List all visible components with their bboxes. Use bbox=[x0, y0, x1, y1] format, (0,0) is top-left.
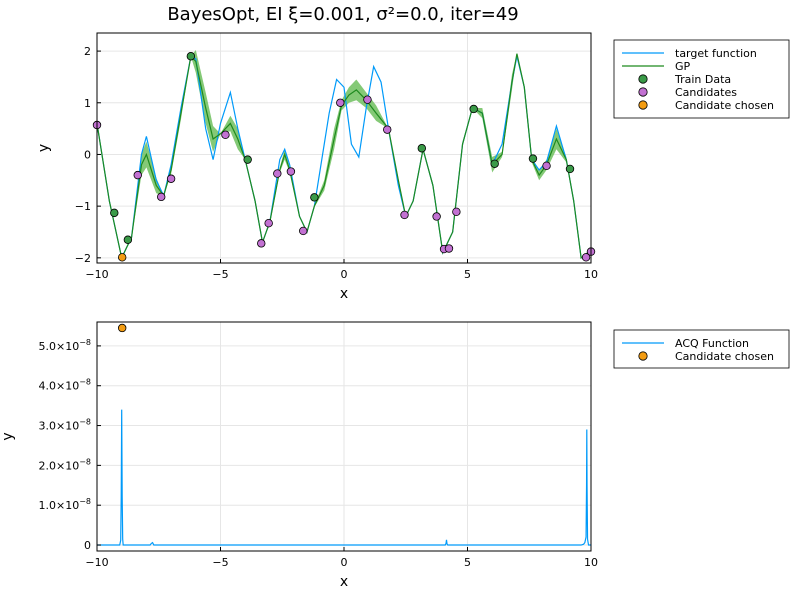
x-tick-label: −5 bbox=[212, 268, 228, 281]
legend-box bbox=[613, 329, 790, 369]
x-tick-label: 10 bbox=[584, 268, 598, 281]
train-data-point bbox=[565, 164, 575, 174]
y-tick-label: 5.0×10−8 bbox=[38, 338, 91, 353]
figure-title: BayesOpt, EI ξ=0.001, σ²=0.0, iter=49 bbox=[167, 4, 518, 25]
bottom-plot-series bbox=[97, 409, 591, 546]
candidate-point bbox=[432, 212, 441, 221]
candidate-point bbox=[383, 125, 392, 134]
x-tick-label: −5 bbox=[212, 556, 228, 569]
train-data-point bbox=[417, 144, 427, 153]
legend-candidate-chosen: Candidate chosen bbox=[675, 99, 774, 112]
candidate-point bbox=[444, 244, 454, 253]
candidate-point bbox=[264, 219, 273, 228]
y-axis-label: y bbox=[0, 432, 16, 440]
y-tick-label: 0 bbox=[84, 539, 91, 552]
candidate-point bbox=[221, 130, 230, 140]
legend-train-data: Train Data bbox=[674, 73, 731, 86]
legend-candidate-chosen-swatch bbox=[638, 100, 648, 110]
x-axis-label: x bbox=[340, 286, 348, 302]
x-tick-label: 10 bbox=[584, 556, 598, 569]
gp-mean-line bbox=[97, 53, 591, 260]
y-axis-label: y bbox=[36, 144, 52, 152]
x-tick-label: 0 bbox=[341, 268, 348, 281]
y-tick-label: 2.0×10−8 bbox=[38, 457, 91, 472]
candidate-point bbox=[257, 239, 266, 248]
candidate-point bbox=[286, 167, 296, 176]
x-tick-label: 5 bbox=[464, 556, 471, 569]
candidate-point bbox=[299, 226, 308, 236]
train-data-point bbox=[243, 155, 252, 164]
legend-candidate-chosen: Candidate chosen bbox=[675, 350, 774, 363]
train-data-point bbox=[110, 208, 119, 218]
acq-chosen-point bbox=[117, 323, 127, 333]
legend-gp: GP bbox=[675, 60, 691, 73]
candidate-point bbox=[336, 98, 345, 107]
candidate-point bbox=[400, 210, 409, 220]
x-tick-label: −10 bbox=[85, 556, 108, 569]
legend-candidates-swatch bbox=[638, 87, 648, 97]
x-tick-label: 5 bbox=[464, 268, 471, 281]
x-axis-label: x bbox=[340, 574, 348, 590]
legend-acq-function: ACQ Function bbox=[675, 337, 749, 350]
train-data-point bbox=[123, 235, 133, 244]
candidate-point bbox=[581, 253, 591, 262]
y-tick-label: 1.0×10−8 bbox=[38, 497, 91, 512]
train-data-point bbox=[186, 52, 196, 61]
candidate-point bbox=[452, 207, 461, 217]
train-data-point bbox=[469, 104, 478, 114]
train-data-point bbox=[490, 159, 499, 168]
candidate-point bbox=[166, 174, 176, 183]
candidate-point bbox=[273, 169, 282, 178]
legend-candidates: Candidates bbox=[675, 86, 737, 99]
train-data-point bbox=[310, 193, 319, 202]
y-tick-label: −2 bbox=[75, 252, 91, 265]
y-tick-label: −1 bbox=[75, 200, 91, 213]
top-plot-series bbox=[97, 50, 591, 260]
y-tick-label: 2 bbox=[84, 45, 91, 58]
x-tick-label: 0 bbox=[341, 556, 348, 569]
bottom-plot: −10 −5 0 5 10 0 1.0×10−8 2.0×10−8 3.0×10−8 4.0×10… bbox=[0, 321, 598, 590]
legend-train-data-swatch bbox=[638, 74, 648, 84]
candidate-point bbox=[133, 170, 142, 180]
acq-function-line bbox=[97, 409, 591, 546]
candidate-point bbox=[157, 192, 166, 202]
y-tick-label: 4.0×10−8 bbox=[38, 378, 91, 393]
y-tick-label: 1 bbox=[84, 97, 91, 110]
legend-candidate-chosen-swatch bbox=[638, 351, 648, 361]
chosen-candidate-point bbox=[117, 253, 127, 262]
candidate-point bbox=[363, 95, 372, 104]
legend-target-function: target function bbox=[675, 47, 757, 60]
y-tick-label: 3.0×10−8 bbox=[38, 418, 91, 433]
y-tick-label: 0 bbox=[84, 148, 91, 161]
x-tick-label: −10 bbox=[85, 268, 108, 281]
train-data-point bbox=[528, 154, 538, 163]
candidate-point bbox=[542, 161, 551, 171]
